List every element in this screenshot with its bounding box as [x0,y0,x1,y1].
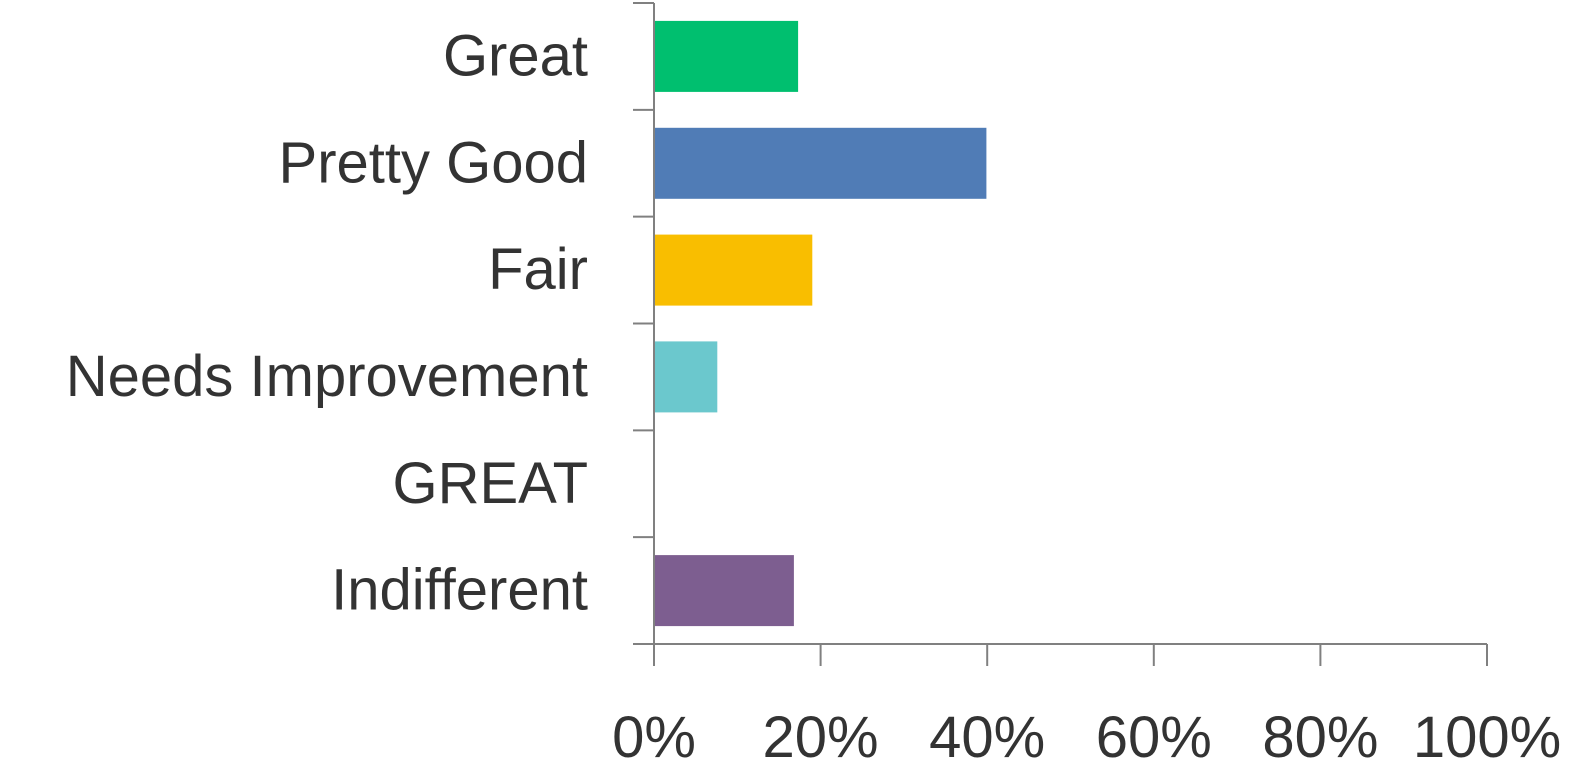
x-tick-label-40: 40% [929,705,1045,765]
category-label-fair: Fair [488,237,588,302]
x-tick-label-80: 80% [1262,705,1378,765]
category-label-pretty-good: Pretty Good [279,130,588,195]
category-label-indifferent: Indifferent [331,558,588,623]
bar-pretty-good [654,127,987,199]
bar-fair [654,234,813,306]
bar-needs-improvement [654,341,718,413]
bar-great [654,20,799,92]
category-label-great: Great [443,23,588,88]
category-label-great: GREAT [393,451,589,516]
bars-layer [654,20,987,627]
axes-layer [633,2,1488,666]
bar-indifferent [654,555,794,627]
labels-layer: Great Pretty Good Fair Needs Improvement GRE… [66,23,1561,770]
category-label-needs-improvement: Needs Improvement [66,344,588,409]
x-tick-label-60: 60% [1096,705,1212,765]
x-tick-label-20: 20% [763,705,879,765]
x-tick-label-0: 0% [612,705,696,765]
x-tick-label-100: 100% [1413,705,1561,765]
